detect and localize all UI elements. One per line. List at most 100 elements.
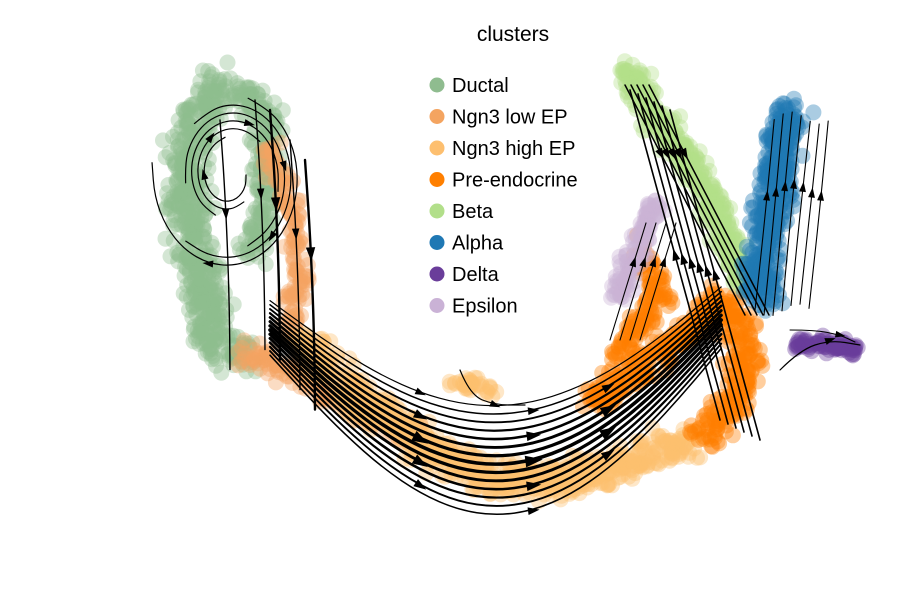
cell-point: [447, 375, 463, 392]
cell-point: [780, 124, 797, 141]
cell-point: [277, 165, 294, 182]
cell-point: [777, 117, 794, 134]
cell-point: [194, 293, 211, 310]
cell-point: [764, 161, 781, 178]
cell-point: [706, 180, 723, 197]
cell-point: [286, 250, 303, 267]
cell-point: [196, 144, 213, 161]
cell-point: [462, 375, 479, 392]
cell-point: [821, 341, 837, 358]
cell-point: [188, 295, 205, 312]
cell-point: [776, 161, 793, 178]
cell-point: [296, 251, 313, 268]
cell-point: [731, 360, 748, 377]
cell-point: [200, 63, 217, 79]
cell-point: [176, 215, 193, 231]
cell-point: [767, 222, 784, 239]
cell-point: [180, 203, 197, 220]
cell-point: [216, 82, 233, 99]
cell-point: [650, 207, 667, 224]
streamline-arrow: [527, 407, 540, 416]
cell-point: [624, 462, 640, 479]
cell-point: [775, 203, 792, 219]
cell-point: [235, 87, 252, 104]
cell-point: [251, 110, 268, 127]
cell-point: [713, 232, 730, 249]
cell-point: [193, 208, 210, 225]
cell-point: [790, 335, 807, 352]
cell-point: [777, 114, 794, 131]
cell-point: [252, 360, 269, 377]
cell-point: [782, 134, 799, 151]
cell-point: [784, 122, 801, 139]
cell-point: [197, 280, 214, 297]
cell-point: [767, 168, 784, 185]
cell-point: [757, 228, 774, 245]
cell-point: [765, 279, 782, 296]
cell-point: [659, 449, 675, 466]
cell-point: [201, 264, 217, 281]
cell-point: [214, 86, 231, 103]
cell-point: [237, 345, 254, 362]
streamline-arrow: [704, 264, 713, 278]
streamline-arrow: [205, 132, 215, 144]
cell-point: [229, 78, 246, 95]
cell-point: [730, 329, 747, 345]
cell-point: [484, 483, 501, 500]
cell-point: [715, 195, 732, 212]
cell-point: [768, 251, 785, 268]
cell-point: [201, 279, 217, 296]
cell-point: [766, 293, 783, 310]
cell-point: [695, 412, 711, 429]
streamline-arrow: [526, 481, 542, 492]
cell-point: [260, 156, 276, 173]
cell-point: [594, 468, 611, 485]
cell-point: [777, 141, 794, 158]
cell-point: [193, 266, 210, 283]
cell-point: [195, 322, 212, 339]
cell-point: [174, 184, 191, 201]
cell-point: [698, 154, 715, 171]
cell-point: [212, 296, 229, 312]
streamline: [289, 139, 301, 391]
cell-point: [781, 136, 798, 153]
cell-point: [768, 151, 785, 168]
cell-point: [634, 459, 651, 476]
cell-point: [703, 404, 720, 421]
cell-point: [234, 340, 250, 356]
cell-point: [172, 146, 189, 163]
cell-point: [462, 375, 479, 392]
cell-point: [640, 353, 656, 369]
cell-point: [220, 345, 237, 362]
cell-point: [175, 166, 191, 182]
cell-point: [615, 277, 632, 293]
cell-point: [765, 296, 781, 313]
cell-point: [749, 353, 766, 370]
cell-point: [172, 186, 189, 203]
cell-point: [206, 332, 223, 348]
cell-point: [649, 441, 666, 458]
cell-point: [748, 236, 765, 252]
cell-point: [494, 479, 511, 496]
cell-point: [169, 174, 185, 190]
streamline: [609, 222, 647, 341]
cell-point: [612, 366, 629, 383]
cell-point: [256, 125, 272, 142]
cell-point: [758, 133, 775, 150]
cell-point: [762, 159, 779, 176]
cell-point: [231, 241, 248, 258]
cell-point: [612, 468, 629, 485]
cell-point: [704, 183, 721, 200]
streamline-arrow: [661, 147, 670, 160]
cell-point: [638, 362, 654, 379]
cell-point: [591, 386, 608, 403]
cell-point: [258, 157, 275, 174]
cell-point: [461, 371, 478, 388]
cell-point: [187, 282, 204, 299]
cell-point: [231, 84, 248, 101]
cell-point: [773, 210, 789, 227]
cell-point: [683, 151, 700, 168]
cell-point: [187, 235, 204, 252]
cell-point: [752, 165, 769, 182]
cell-point: [635, 67, 652, 84]
